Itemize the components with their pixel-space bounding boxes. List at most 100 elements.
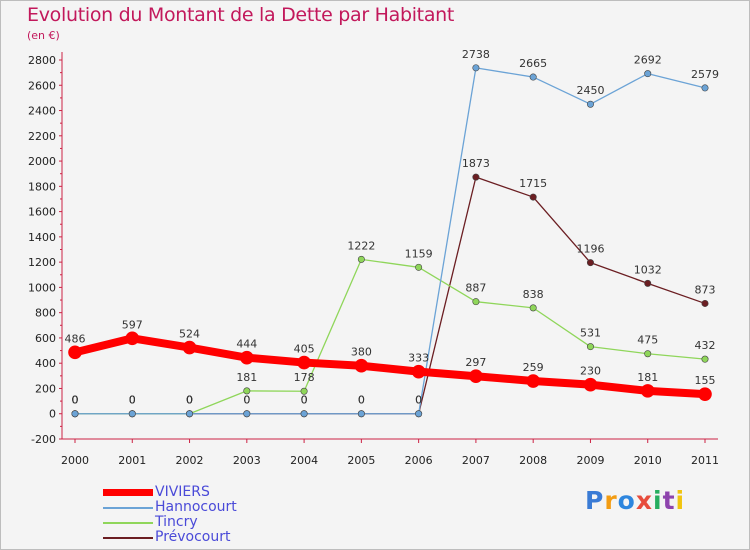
- data-label-tincry: 1159: [405, 247, 433, 260]
- data-label-viviers: 181: [637, 371, 658, 384]
- x-tick-label: 2005: [347, 454, 375, 467]
- series-line-viviers: [71, 334, 709, 399]
- y-tick-label: 600: [35, 332, 56, 345]
- data-label-tincry: 0: [129, 394, 136, 407]
- legend-item-tincry: Tincry: [103, 514, 363, 530]
- y-tick-label: 2200: [28, 130, 56, 143]
- data-point-viviers: [640, 384, 655, 398]
- y-tick-label: 400: [35, 357, 56, 370]
- logo-letter: r: [604, 486, 618, 515]
- data-label-tincry: 0: [72, 394, 79, 407]
- data-point-viviers: [469, 369, 483, 384]
- data-label-hannocourt: 0: [358, 394, 365, 407]
- data-label-prevocourt: 0: [186, 394, 193, 407]
- series-line-hannocourt: [74, 67, 706, 415]
- data-label-tincry: 531: [580, 327, 601, 340]
- data-point-hannocourt: [701, 84, 709, 92]
- data-point-tincry: [529, 304, 537, 312]
- data-label-viviers: 230: [580, 365, 601, 378]
- legend-label-hannocourt: Hannocourt: [155, 499, 237, 515]
- data-label-tincry: 181: [236, 371, 257, 384]
- x-tick-label: 2000: [61, 454, 89, 467]
- series-line-prevocourt: [74, 176, 706, 415]
- data-point-prevocourt: [529, 193, 537, 201]
- data-point-hannocourt: [300, 410, 308, 418]
- legend-swatch-viviers: [103, 489, 153, 496]
- data-label-hannocourt: 0: [415, 394, 422, 407]
- data-label-prevocourt: 0: [301, 394, 308, 407]
- legend-item-hannocourt: Hannocourt: [103, 499, 363, 515]
- logo-letter: x: [635, 486, 653, 515]
- data-label-viviers: 444: [236, 338, 257, 351]
- data-point-viviers: [526, 374, 540, 388]
- data-point-hannocourt: [128, 410, 136, 418]
- logo-letter: t: [662, 486, 676, 515]
- data-label-viviers: 259: [523, 361, 544, 374]
- y-tick-label: 0: [49, 408, 56, 421]
- data-label-prevocourt: 1032: [634, 263, 662, 276]
- data-label-prevocourt: 0: [243, 394, 250, 407]
- data-label-tincry: 887: [465, 282, 486, 295]
- y-tick-label: 2000: [28, 155, 56, 168]
- data-point-hannocourt: [472, 64, 480, 72]
- x-tick-label: 2001: [118, 454, 146, 467]
- data-point-tincry: [644, 350, 652, 358]
- data-point-tincry: [586, 343, 594, 351]
- data-label-prevocourt: 873: [695, 283, 716, 296]
- x-tick-label: 2004: [290, 454, 318, 467]
- data-label-prevocourt: 0: [415, 394, 422, 407]
- data-point-viviers: [354, 358, 369, 373]
- y-tick-label: 800: [35, 307, 56, 320]
- data-point-viviers: [240, 350, 254, 365]
- legend-label-tincry: Tincry: [155, 514, 198, 530]
- data-point-tincry: [472, 298, 480, 306]
- data-point-hannocourt: [529, 73, 537, 81]
- data-label-hannocourt: 2579: [691, 68, 719, 81]
- data-point-viviers: [68, 345, 82, 360]
- x-tick-label: 2010: [634, 454, 662, 467]
- chart-unit: (en €): [27, 29, 60, 42]
- x-tick-label: 2011: [691, 454, 719, 467]
- y-tick-label: 2800: [28, 54, 56, 67]
- legend: VIVIERS Hannocourt Tincry Prévocourt: [103, 484, 363, 545]
- data-label-viviers: 155: [695, 374, 716, 387]
- data-label-hannocourt: 2692: [634, 54, 662, 67]
- data-label-viviers: 524: [179, 328, 200, 341]
- data-label-viviers: 405: [294, 343, 315, 356]
- y-tick-label: -200: [31, 433, 56, 446]
- proxiti-logo: Proxiti: [585, 486, 685, 515]
- logo-letter: P: [585, 486, 605, 515]
- data-point-viviers: [297, 355, 311, 370]
- x-tick-label: 2006: [405, 454, 433, 467]
- data-point-hannocourt: [71, 410, 79, 418]
- y-tick-label: 1200: [28, 256, 56, 269]
- x-tick-label: 2002: [176, 454, 204, 467]
- data-point-hannocourt: [586, 100, 594, 108]
- data-point-hannocourt: [186, 410, 194, 418]
- x-tick-label: 2007: [462, 454, 490, 467]
- data-label-prevocourt: 0: [358, 394, 365, 407]
- data-label-tincry: 178: [294, 371, 315, 384]
- data-label-hannocourt: 0: [72, 394, 79, 407]
- x-tick-label: 2003: [233, 454, 261, 467]
- x-tick-label: 2009: [576, 454, 604, 467]
- data-point-viviers: [583, 377, 598, 392]
- data-point-viviers: [182, 340, 197, 355]
- logo-letter: o: [617, 486, 636, 515]
- data-point-hannocourt: [357, 410, 365, 418]
- legend-swatch-prevocourt: [103, 537, 153, 539]
- legend-item-viviers: VIVIERS: [103, 484, 363, 500]
- legend-label-prevocourt: Prévocourt: [155, 529, 231, 545]
- data-point-tincry: [415, 263, 423, 271]
- y-tick-label: 200: [35, 382, 56, 395]
- y-tick-label: 2600: [28, 79, 56, 92]
- data-label-viviers: 297: [465, 356, 486, 369]
- logo-letter: i: [675, 486, 686, 515]
- legend-label-viviers: VIVIERS: [155, 484, 210, 500]
- data-label-prevocourt: 0: [72, 394, 79, 407]
- data-label-hannocourt: 0: [129, 394, 136, 407]
- data-point-hannocourt: [644, 70, 652, 78]
- data-label-hannocourt: 0: [301, 394, 308, 407]
- legend-swatch-hannocourt: [103, 507, 153, 509]
- data-point-tincry: [300, 387, 308, 395]
